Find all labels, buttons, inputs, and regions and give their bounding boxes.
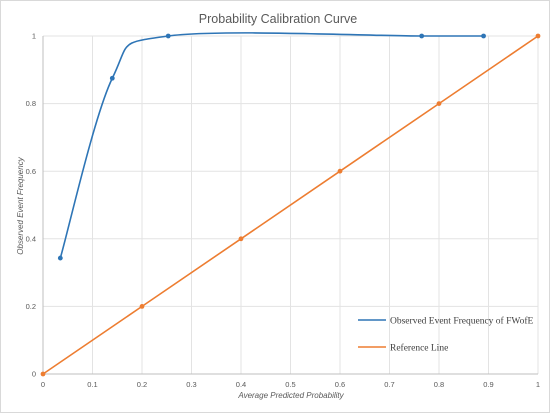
x-tick-label: 0.5 (285, 380, 295, 389)
legend-label-fwofe: Observed Event Frequency of FWofE (390, 316, 533, 327)
x-tick-label: 0.4 (236, 380, 246, 389)
tick-labels: 0 0.1 0.2 0.3 0.4 0.5 0.6 0.7 0.8 0.9 1 0 0.2 0.4 0.6 0… (26, 32, 541, 389)
data-point (337, 168, 343, 174)
y-tick-label: 0.4 (26, 234, 36, 243)
data-point (57, 255, 63, 261)
x-tick-label: 0.9 (483, 380, 493, 389)
series-1 (40, 33, 541, 377)
x-tick-label: 0 (41, 380, 45, 389)
data-point (40, 371, 46, 377)
data-point (238, 236, 244, 242)
data-point (535, 33, 541, 39)
x-tick-label: 0.3 (186, 380, 196, 389)
x-tick-label: 1 (536, 380, 540, 389)
data-point (139, 304, 145, 309)
y-tick-label: 1 (32, 32, 36, 41)
y-tick-label: 0.6 (26, 167, 36, 176)
y-tick-label: 0 (32, 370, 36, 379)
y-tick-label: 0.2 (26, 302, 36, 311)
data-point (109, 75, 115, 81)
series-line (59, 32, 484, 259)
x-tick-label: 0.6 (335, 380, 345, 389)
legend-entry-fwofe: Observed Event Frequency of FWofE (358, 316, 533, 327)
legend-label-reference: Reference Line (390, 343, 448, 354)
axes (42, 36, 538, 375)
legend: Observed Event Frequency of FWofE Refere… (358, 316, 533, 354)
data-point (165, 33, 171, 39)
x-tick-label: 0.1 (87, 380, 97, 389)
chart-title: Probability Calibration Curve (199, 12, 357, 26)
y-tick-label: 0.8 (26, 99, 36, 108)
x-tick-label: 0.7 (384, 380, 394, 389)
x-tick-label: 0.2 (137, 380, 147, 389)
legend-entry-reference: Reference Line (358, 343, 448, 354)
series-0 (57, 32, 486, 261)
data-point (481, 33, 486, 39)
x-axis-title: Average Predicted Probability (237, 391, 344, 400)
y-axis-title: Observed Event Frequency (16, 156, 25, 254)
x-tick-label: 0.8 (434, 380, 444, 389)
series-layer (40, 32, 541, 377)
data-point (436, 101, 442, 106)
data-point (419, 33, 425, 39)
series-line (42, 35, 539, 375)
